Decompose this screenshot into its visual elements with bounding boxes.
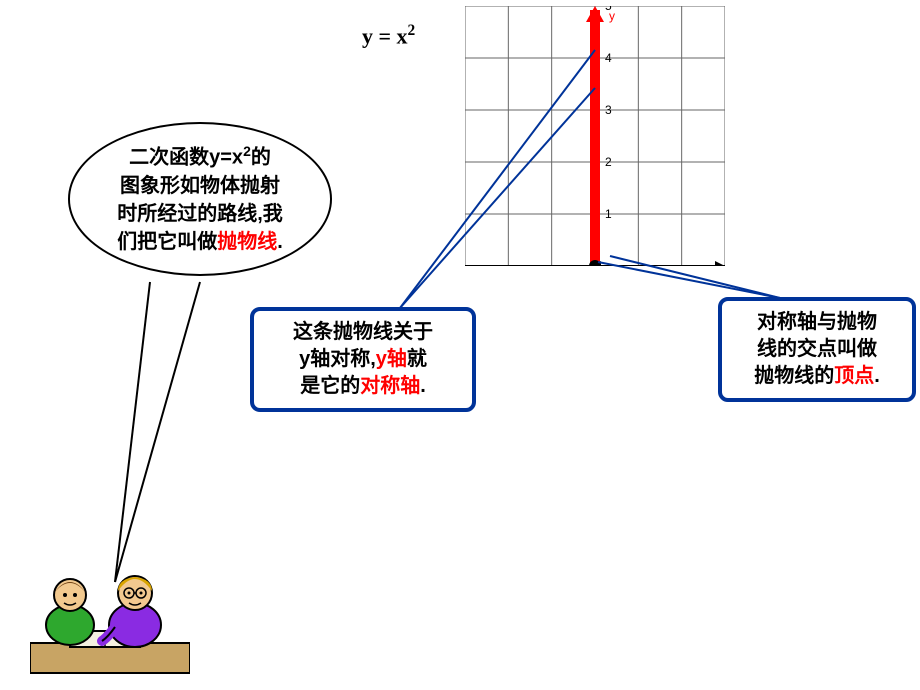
equation-exponent: 2 — [408, 22, 416, 39]
bubble1-line2: 图象形如物体抛射 — [84, 172, 316, 200]
speech-bubble-definition: 二次函数y=x2的 图象形如物体抛射 时所经过的路线,我 们把它叫做抛物线. — [68, 122, 332, 276]
callout2-line1: 这条抛物线关于 — [264, 319, 462, 346]
svg-text:4: 4 — [605, 51, 612, 65]
bubble1-line4: 们把它叫做抛物线. — [84, 228, 316, 256]
bubble1-line1: 二次函数y=x2的 — [84, 142, 316, 172]
callout3-line3: 抛物线的顶点. — [732, 363, 902, 390]
callout2-line2: y轴对称,y轴就 — [264, 346, 462, 373]
students-icon — [30, 565, 190, 675]
svg-text:2: 2 — [605, 155, 612, 169]
callout3-line1: 对称轴与抛物 — [732, 309, 902, 336]
parabola-chart: 12345y — [465, 6, 725, 266]
equation-label: y = x2 — [362, 22, 415, 49]
callout2-line3: 是它的对称轴. — [264, 373, 462, 400]
bubble1-line3: 时所经过的路线,我 — [84, 200, 316, 228]
callout3-line2: 线的交点叫做 — [732, 336, 902, 363]
svg-text:1: 1 — [605, 207, 612, 221]
callout-vertex: 对称轴与抛物 线的交点叫做 抛物线的顶点. — [718, 297, 916, 402]
equation-base: y = x — [362, 23, 408, 48]
svg-text:y: y — [609, 9, 615, 23]
svg-text:3: 3 — [605, 103, 612, 117]
callout-axis-symmetry: 这条抛物线关于 y轴对称,y轴就 是它的对称轴. — [250, 307, 476, 412]
